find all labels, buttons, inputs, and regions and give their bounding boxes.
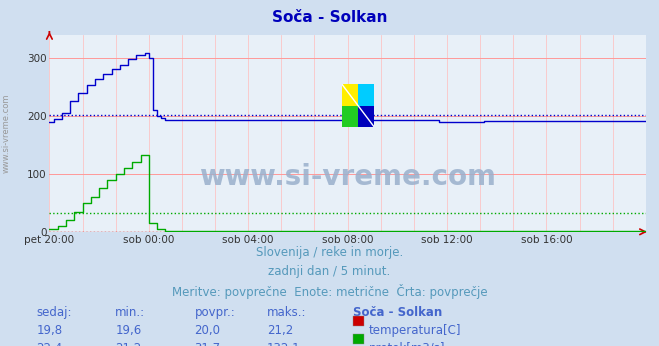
Text: pretok[m3/s]: pretok[m3/s] [369, 342, 445, 346]
Text: 21,2: 21,2 [115, 342, 142, 346]
Text: min.:: min.: [115, 306, 146, 319]
Text: 21,2: 21,2 [267, 324, 293, 337]
Text: Meritve: povprečne  Enote: metrične  Črta: povprečje: Meritve: povprečne Enote: metrične Črta:… [172, 284, 487, 299]
Text: Soča - Solkan: Soča - Solkan [353, 306, 442, 319]
Bar [341, 84, 358, 106]
Text: www.si-vreme.com: www.si-vreme.com [2, 93, 11, 173]
Text: temperatura[C]: temperatura[C] [369, 324, 461, 337]
Text: 20,0: 20,0 [194, 324, 220, 337]
Text: 22,4: 22,4 [36, 342, 63, 346]
Text: 31,7: 31,7 [194, 342, 221, 346]
Bar [358, 106, 374, 127]
Bar [341, 106, 358, 127]
Text: www.si-vreme.com: www.si-vreme.com [199, 163, 496, 191]
Bar [358, 84, 374, 106]
Text: zadnji dan / 5 minut.: zadnji dan / 5 minut. [268, 265, 391, 278]
Text: Soča - Solkan: Soča - Solkan [272, 10, 387, 25]
Text: 132,1: 132,1 [267, 342, 301, 346]
Text: maks.:: maks.: [267, 306, 306, 319]
Text: 19,6: 19,6 [115, 324, 142, 337]
Text: 19,8: 19,8 [36, 324, 63, 337]
Text: sedaj:: sedaj: [36, 306, 72, 319]
Text: Slovenija / reke in morje.: Slovenija / reke in morje. [256, 246, 403, 259]
Text: povpr.:: povpr.: [194, 306, 235, 319]
